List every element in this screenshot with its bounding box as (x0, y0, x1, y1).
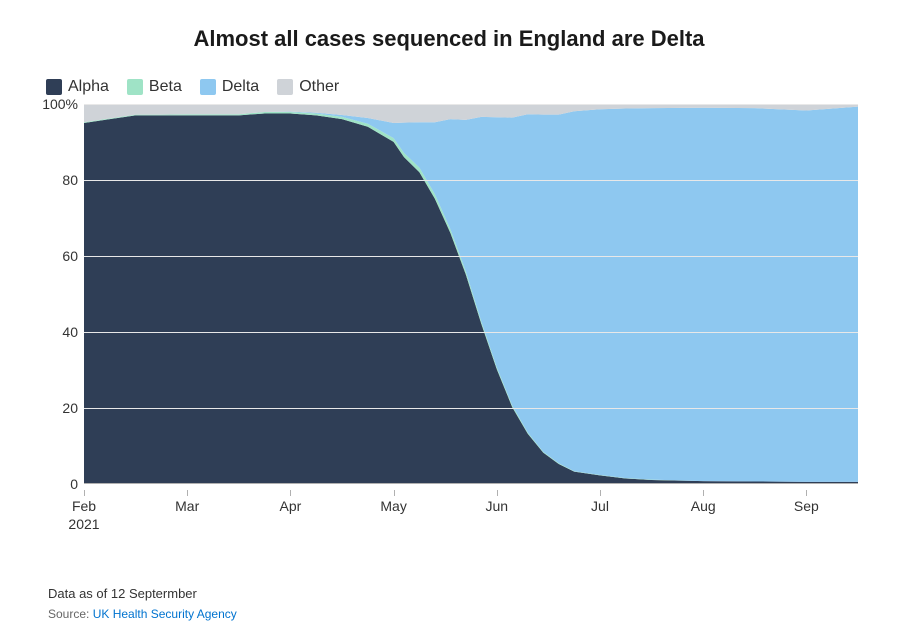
y-tick-label: 100% (30, 96, 78, 112)
chart-body: 0 20 40 60 80 100% Feb2021 Mar Apr May Jun Jul Aug S… (30, 98, 868, 538)
x-tick (187, 490, 188, 496)
x-tick-label: Apr (279, 498, 301, 516)
x-tick-label: Aug (691, 498, 716, 516)
legend-label-other: Other (299, 78, 339, 96)
x-tick-label: May (380, 498, 406, 516)
x-tick (806, 490, 807, 496)
x-tick-label: Jul (591, 498, 609, 516)
grid-line (84, 104, 858, 105)
legend-label-beta: Beta (149, 78, 182, 96)
legend: Alpha Beta Delta Other (46, 78, 868, 96)
footer-source-link[interactable]: UK Health Security Agency (93, 607, 237, 621)
chart-footer: Data as of 12 Septermber Source: UK Heal… (48, 584, 237, 624)
grid-line (84, 408, 858, 409)
legend-swatch-delta (200, 79, 216, 95)
grid-line (84, 256, 858, 257)
x-tick (497, 490, 498, 496)
y-tick-label: 40 (30, 324, 78, 340)
y-tick-label: 0 (30, 476, 78, 492)
chart-title: Almost all cases sequenced in England ar… (30, 26, 868, 52)
footer-source-prefix: Source: (48, 607, 93, 621)
footer-note: Data as of 12 Septermber (48, 584, 237, 605)
legend-item-beta: Beta (127, 78, 182, 96)
x-tick-label: Feb2021 (68, 498, 99, 533)
grid-line (84, 332, 858, 333)
legend-swatch-alpha (46, 79, 62, 95)
legend-label-delta: Delta (222, 78, 259, 96)
plot-area (84, 104, 858, 484)
chart-container: Almost all cases sequenced in England ar… (0, 0, 898, 638)
x-tick-label: Sep (794, 498, 819, 516)
x-tick (703, 490, 704, 496)
x-axis: Feb2021MarAprMayJunJulAugSep (84, 490, 858, 530)
legend-item-other: Other (277, 78, 339, 96)
y-tick-label: 80 (30, 172, 78, 188)
x-tick (394, 490, 395, 496)
x-tick (600, 490, 601, 496)
legend-item-delta: Delta (200, 78, 259, 96)
x-tick (290, 490, 291, 496)
x-tick (84, 490, 85, 496)
grid-line (84, 180, 858, 181)
y-tick-label: 20 (30, 400, 78, 416)
x-tick-label: Mar (175, 498, 199, 516)
stacked-area-svg (84, 104, 858, 483)
legend-swatch-other (277, 79, 293, 95)
y-tick-label: 60 (30, 248, 78, 264)
footer-source: Source: UK Health Security Agency (48, 605, 237, 624)
legend-item-alpha: Alpha (46, 78, 109, 96)
legend-swatch-beta (127, 79, 143, 95)
x-tick-label: Jun (486, 498, 509, 516)
legend-label-alpha: Alpha (68, 78, 109, 96)
